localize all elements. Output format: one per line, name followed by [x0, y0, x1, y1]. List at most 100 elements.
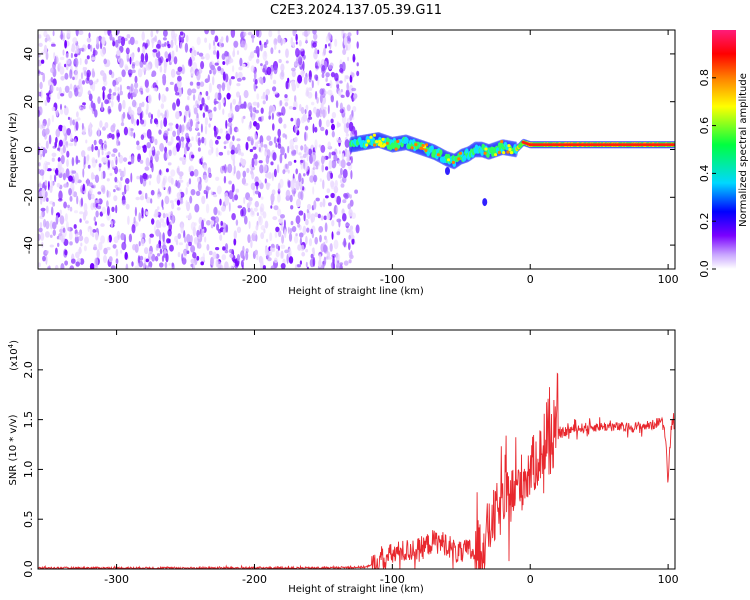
- noise-blob: [327, 256, 332, 260]
- noise-blob: [127, 92, 131, 100]
- noise-blob: [155, 228, 161, 237]
- noise-blob: [158, 129, 162, 135]
- noise-blob: [164, 51, 168, 59]
- noise-blob: [45, 140, 49, 149]
- noise-blob: [121, 69, 126, 78]
- noise-blob: [97, 96, 101, 104]
- noise-blob: [348, 242, 351, 251]
- noise-blob: [112, 40, 116, 47]
- noise-blob: [94, 257, 99, 268]
- noise-blob: [176, 192, 182, 199]
- noise-blob: [49, 94, 52, 98]
- noise-blob: [328, 202, 332, 207]
- noise-blob: [346, 122, 350, 129]
- noise-blob: [189, 195, 193, 204]
- noise-blob: [204, 137, 207, 146]
- noise-blob: [133, 132, 136, 139]
- noise-blob: [347, 203, 352, 210]
- noise-blob: [92, 202, 96, 208]
- signal-peak: [373, 143, 377, 147]
- noise-blob: [90, 44, 93, 52]
- noise-blob: [189, 235, 193, 243]
- noise-blob: [136, 145, 141, 151]
- noise-blob: [61, 125, 67, 134]
- noise-blob: [160, 119, 163, 130]
- noise-blob: [255, 224, 259, 231]
- noise-blob: [123, 157, 128, 163]
- noise-blob: [176, 79, 182, 89]
- noise-blob: [38, 227, 43, 233]
- noise-blob: [93, 264, 99, 269]
- noise-blob: [351, 87, 357, 92]
- noise-blob: [165, 168, 169, 173]
- signal-peak: [375, 140, 379, 144]
- noise-blob: [159, 142, 165, 152]
- noise-blob: [123, 167, 126, 177]
- noise-blob: [40, 198, 43, 205]
- noise-blob: [38, 162, 41, 167]
- noise-blob: [73, 138, 77, 147]
- noise-blob: [233, 238, 237, 246]
- noise-blob: [194, 238, 198, 245]
- noise-blob: [46, 205, 49, 214]
- noise-blob: [313, 33, 318, 40]
- noise-blob: [164, 110, 167, 119]
- noise-blob: [197, 242, 202, 249]
- noise-blob: [217, 261, 222, 269]
- noise-blob: [188, 178, 192, 185]
- noise-blob: [180, 136, 185, 142]
- signal-peak: [500, 140, 504, 144]
- noise-blob: [66, 128, 71, 136]
- noise-blob: [254, 141, 259, 149]
- noise-blob: [305, 249, 309, 253]
- noise-blob: [69, 231, 73, 240]
- noise-blob: [155, 119, 159, 125]
- noise-blob: [336, 231, 341, 236]
- noise-blob: [138, 241, 141, 247]
- noise-blob: [337, 139, 342, 143]
- noise-blob: [317, 213, 321, 219]
- noise-blob: [187, 58, 193, 67]
- noise-blob: [263, 64, 267, 72]
- noise-blob: [294, 95, 297, 102]
- noise-blob: [176, 167, 180, 174]
- noise-blob: [151, 113, 153, 120]
- noise-blob: [190, 189, 196, 196]
- noise-blob: [110, 93, 115, 101]
- noise-blob: [325, 35, 330, 43]
- noise-blob: [320, 144, 326, 153]
- signal-peak: [385, 141, 389, 145]
- noise-blob: [295, 148, 299, 155]
- noise-blob: [327, 89, 333, 96]
- noise-blob: [302, 61, 305, 71]
- noise-blob: [326, 212, 331, 221]
- snr-y-tick-label: 1.5: [22, 411, 35, 429]
- noise-blob: [161, 180, 166, 190]
- noise-blob: [38, 59, 42, 67]
- noise-blob: [247, 31, 253, 36]
- noise-blob: [177, 75, 182, 82]
- noise-blob: [176, 98, 181, 107]
- noise-blob: [333, 239, 339, 250]
- noise-blob: [87, 164, 91, 169]
- noise-blob: [273, 136, 277, 144]
- noise-blob: [137, 68, 143, 78]
- noise-blob: [193, 169, 199, 177]
- noise-blob: [85, 155, 89, 165]
- noise-blob: [74, 53, 78, 58]
- noise-blob: [145, 87, 150, 93]
- noise-blob: [264, 151, 268, 157]
- noise-blob: [356, 70, 360, 77]
- noise-blob: [219, 211, 222, 216]
- noise-blob: [255, 45, 260, 55]
- noise-blob: [308, 76, 312, 83]
- noise-blob: [69, 83, 73, 90]
- noise-blob: [60, 263, 65, 269]
- noise-blob: [350, 131, 355, 138]
- noise-blob: [224, 195, 230, 206]
- noise-blob: [45, 34, 51, 41]
- noise-blob: [56, 182, 61, 188]
- noise-blob: [215, 147, 219, 158]
- noise-blob: [305, 87, 310, 94]
